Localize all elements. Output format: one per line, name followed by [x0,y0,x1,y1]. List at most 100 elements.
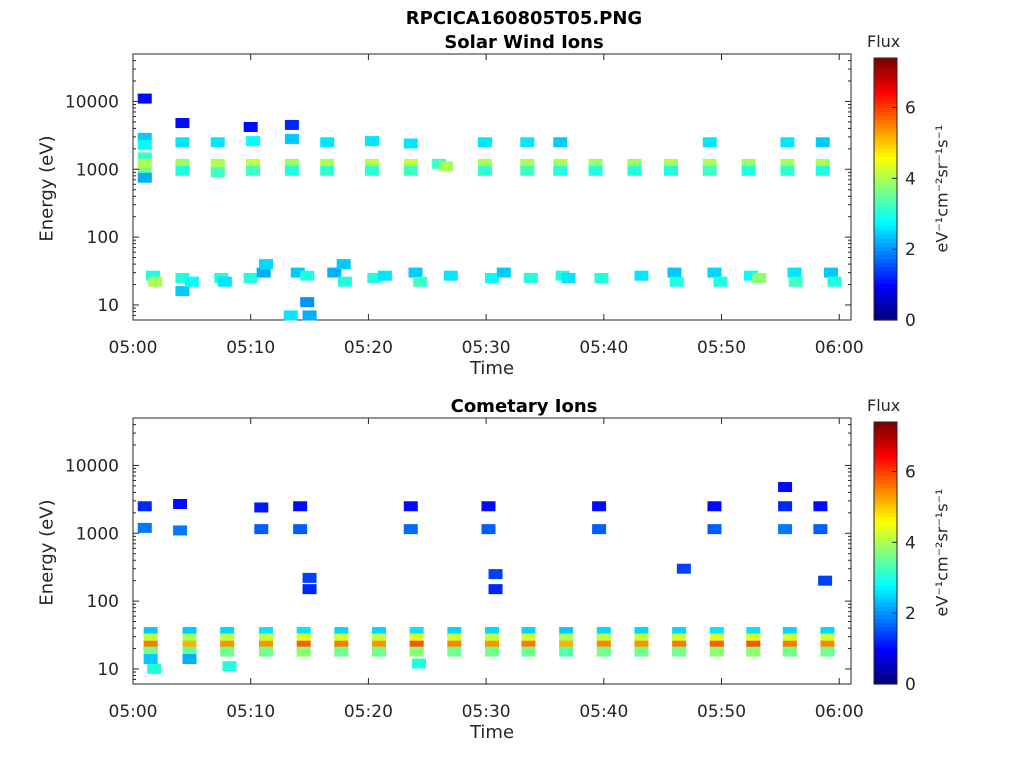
colorbar-segment [874,62,897,67]
heatmap-cell [702,158,717,169]
x-axis-label: Time [469,358,515,379]
heatmap-cell [320,137,335,148]
heatmap-cell [364,136,379,147]
x-tick-label: 05:20 [344,702,393,722]
heatmap-cell [485,633,499,644]
heatmap-cell [634,646,649,657]
heatmap-cell [372,633,387,644]
colorbar-segment [874,532,897,538]
heatmap-cell [823,267,838,278]
colorbar-segment [874,454,897,460]
heatmap-cell [447,640,462,651]
heatmap-cell [182,640,197,651]
colorbar-segment [874,450,897,456]
heatmap-cell [302,572,317,583]
heatmap-cell [336,259,351,270]
heatmap-cell [222,661,237,672]
colorbar-segment [874,487,897,493]
colorbar-segment [874,213,897,219]
heatmap-cell [634,627,649,638]
colorbar-segment [874,86,897,92]
heatmap-cell [137,139,152,150]
heatmap-cell [559,627,574,638]
heatmap-cell [320,158,335,169]
colorbar-segment [874,307,897,313]
panel-solar-wind-ions: Solar Wind Ions Flux 05:00 05:10 05:20 05:3… [0,0,1024,379]
heatmap-cell [408,267,423,278]
heatmap-cell [672,640,687,651]
colorbar-segment [874,229,897,235]
colorbar-segment [874,516,897,521]
heatmap-cell [210,167,225,178]
heatmap-cell [488,584,503,595]
y-axis-label: Energy (eV) [36,135,58,242]
heatmap-cell [259,640,274,651]
colorbar-segment [874,225,897,231]
colorbar-segment [874,90,897,96]
heatmap-cell [676,563,691,574]
heatmap-cell [175,118,190,129]
y-tick-label: 10 [97,296,119,316]
colorbar-segment [874,610,897,616]
colorbar-segment [874,189,897,194]
heatmap-cell [561,272,576,283]
colorbar-label: Flux [867,32,901,51]
heatmap-cell [447,627,462,638]
heatmap-cell [302,584,317,595]
heatmap-cell [820,646,835,657]
heatmap-cell [403,165,418,176]
heatmap-cell [782,646,797,657]
x-tick-label: 05:00 [109,702,158,722]
colorbar-segment [874,180,897,186]
heatmap-cell [672,633,687,644]
colorbar-segment [874,618,897,624]
colorbar-segment [874,655,897,661]
heatmap-cell [432,158,447,169]
heatmap-cell [246,136,261,147]
heatmap-cell [780,165,795,176]
colorbar-segment [874,503,897,509]
heatmap-cell [521,633,536,644]
heatmap-cell [523,272,538,283]
heatmap-cell [409,646,424,657]
heatmap-cell [210,158,225,169]
heatmap-cell [259,646,274,657]
heatmap-cell [284,119,299,130]
heatmap-cell [477,137,492,148]
y-tick-label: 1000 [76,524,119,544]
heatmap-cell [521,646,536,657]
colorbar-segment [874,127,897,133]
colorbar-segment [874,143,897,149]
colorbar-segment [874,548,897,554]
heatmap-cell [815,165,830,176]
heatmap-cell [813,524,828,535]
heatmap-cell [409,640,424,651]
heatmap-cell [254,502,269,513]
colorbar-segment [874,274,897,280]
colorbar-segment [874,287,897,292]
heatmap-cell [485,646,499,657]
colorbar-segment [874,123,897,129]
heatmap-cell [137,152,152,163]
colorbar-segment [874,507,897,513]
heatmap-cell [782,633,797,644]
panel-title: Cometary Ions [450,396,598,417]
heatmap-cell [296,646,311,657]
colorbar-segment [874,491,897,497]
colorbar-segment [874,201,897,206]
colorbar-segment [874,499,897,505]
heatmap-cell [553,137,568,148]
heatmap-cell [477,158,492,169]
heatmap-cell [481,501,496,512]
heatmap-cell [254,524,269,535]
heatmap-cell [147,663,162,674]
colorbar-segment [874,164,897,170]
colorbar-units: eV⁻¹cm⁻²sr⁻¹s⁻¹ [932,124,952,253]
heatmap-cell [521,640,536,651]
heatmap-cell [702,165,717,176]
x-tick-label: 06:00 [815,702,864,722]
heatmap-cell [559,640,574,651]
heatmap-cell [182,654,197,665]
colorbar-segment [874,98,897,104]
heatmap-cell [663,158,678,169]
